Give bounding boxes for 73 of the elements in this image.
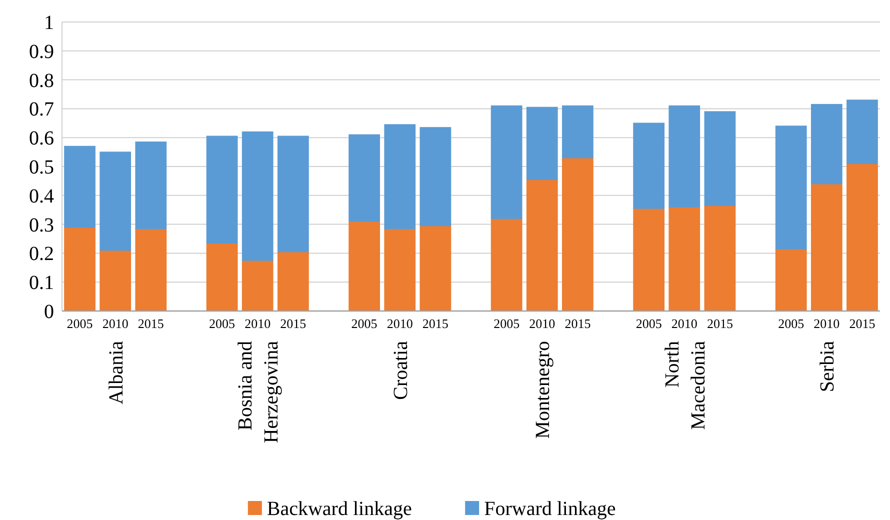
bar — [206, 242, 238, 312]
text: Montenegro — [532, 341, 554, 439]
bar — [277, 251, 309, 312]
bar — [810, 104, 842, 184]
x-tick-label: 2010 — [102, 316, 128, 331]
x-tick-label: 2005 — [636, 316, 662, 331]
bar — [562, 157, 594, 312]
y-tick-label: 0.6 — [29, 128, 54, 150]
bar — [277, 136, 309, 252]
y-tick-label: 0.3 — [29, 214, 54, 236]
bar — [526, 106, 558, 180]
bar — [775, 248, 807, 312]
bar — [775, 126, 807, 250]
bar — [135, 228, 167, 312]
bar — [846, 100, 878, 164]
text: Croatia — [390, 340, 412, 400]
y-tick-label: 0 — [44, 301, 54, 323]
bar — [100, 152, 132, 251]
x-tick-label: 2015 — [564, 316, 591, 331]
x-tick-label: 2015 — [706, 316, 733, 331]
y-tick-label: 0.8 — [29, 70, 54, 92]
bar — [490, 218, 522, 312]
y-tick-label: 0.9 — [29, 40, 54, 63]
bar — [348, 134, 380, 222]
x-tick-label: 2015 — [849, 316, 876, 331]
bar — [242, 131, 274, 261]
bar — [242, 260, 274, 312]
x-tick-label: 2010 — [386, 316, 413, 331]
y-tick-label: 0.1 — [29, 272, 54, 294]
bar — [100, 250, 132, 312]
bar — [64, 146, 96, 228]
x-tick-label: 2015 — [422, 316, 448, 331]
bar — [490, 105, 522, 219]
x-tick-label: 2005 — [494, 316, 520, 331]
bar — [704, 111, 736, 206]
text: North Macedonia — [661, 340, 710, 430]
y-tick-label: 1 — [44, 12, 54, 34]
y-tick-label: 0.4 — [29, 185, 54, 208]
x-tick-label: 2015 — [280, 316, 306, 331]
bar — [420, 127, 452, 226]
bar — [384, 228, 416, 312]
bar — [348, 221, 380, 312]
bar — [384, 124, 416, 230]
bar — [668, 206, 700, 312]
x-tick-label: 2005 — [778, 316, 804, 331]
bar — [135, 142, 167, 230]
bar — [668, 105, 700, 208]
text: Albania — [105, 340, 128, 404]
bar — [846, 163, 878, 312]
x-tick-label: 2015 — [138, 316, 164, 331]
text: Serbia — [816, 340, 839, 392]
x-tick-label: 2005 — [66, 316, 93, 331]
x-tick-label: 2010 — [671, 316, 698, 331]
x-tick-label: 2010 — [814, 316, 840, 331]
text: Bosnia and Herzegovina — [234, 340, 283, 444]
x-tick-label: 2010 — [244, 316, 271, 331]
bar — [64, 226, 96, 312]
bar — [633, 122, 665, 209]
x-tick-label: 2010 — [529, 316, 556, 331]
x-tick-label: 2005 — [351, 316, 378, 331]
legend-label: Backward linkage — [266, 498, 412, 520]
y-tick-label: 0.5 — [29, 156, 54, 178]
bar — [526, 179, 558, 312]
y-tick-label: 0.2 — [29, 243, 54, 266]
bar — [810, 183, 842, 312]
x-tick-label: 2005 — [209, 316, 236, 331]
bar — [562, 105, 594, 158]
y-tick-label: 0.7 — [29, 98, 54, 121]
bar — [206, 136, 238, 244]
bar — [633, 208, 665, 312]
bar — [420, 225, 452, 312]
bar — [704, 205, 736, 312]
legend-label: Forward linkage — [484, 498, 616, 520]
